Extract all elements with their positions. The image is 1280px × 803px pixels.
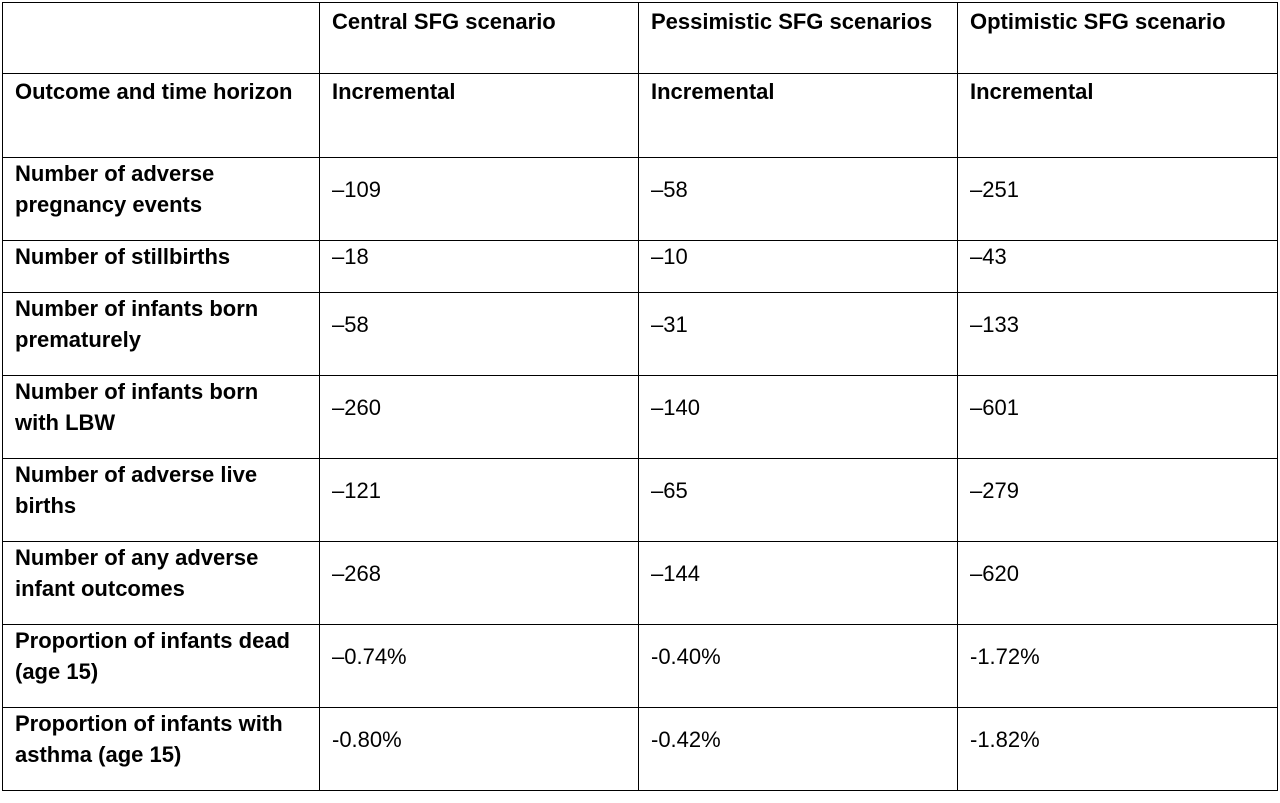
row-label: Proportion of infants dead (age 15) <box>2 624 320 708</box>
cell-pessimistic: -0.40% <box>638 624 958 708</box>
subheader-incremental-central: Incremental <box>319 73 639 158</box>
scenario-header-row: Central SFG scenario Pessimistic SFG sce… <box>2 2 1278 74</box>
cell-central: –0.74% <box>319 624 639 708</box>
subheader-incremental-pessimistic: Incremental <box>638 73 958 158</box>
cell-optimistic: –43 <box>957 240 1278 293</box>
cell-pessimistic: -0.42% <box>638 707 958 791</box>
table-row: Proportion of infants with asthma (age 1… <box>2 707 1278 791</box>
cell-central: -0.80% <box>319 707 639 791</box>
table-row: Proportion of infants dead (age 15) –0.7… <box>2 624 1278 708</box>
cell-optimistic: –251 <box>957 157 1278 241</box>
cell-central: –260 <box>319 375 639 459</box>
cell-optimistic: -1.82% <box>957 707 1278 791</box>
cell-central: –268 <box>319 541 639 625</box>
cell-central: –58 <box>319 292 639 376</box>
cell-pessimistic: –144 <box>638 541 958 625</box>
subheader-row: Outcome and time horizon Incremental Inc… <box>2 73 1278 158</box>
row-label: Proportion of infants with asthma (age 1… <box>2 707 320 791</box>
scenario-header-optimistic: Optimistic SFG scenario <box>957 2 1278 74</box>
table-row: Number of infants born with LBW –260 –14… <box>2 375 1278 459</box>
cell-pessimistic: –140 <box>638 375 958 459</box>
cell-optimistic: –620 <box>957 541 1278 625</box>
cell-optimistic: –601 <box>957 375 1278 459</box>
row-label: Number of any adverse infant outcomes <box>2 541 320 625</box>
cell-pessimistic: –58 <box>638 157 958 241</box>
cell-optimistic: -1.72% <box>957 624 1278 708</box>
table-row: Number of adverse pregnancy events –109 … <box>2 157 1278 241</box>
table-row: Number of stillbirths –18 –10 –43 <box>2 240 1278 293</box>
row-label: Number of adverse live births <box>2 458 320 542</box>
cell-pessimistic: –10 <box>638 240 958 293</box>
row-label: Number of stillbirths <box>2 240 320 293</box>
row-label-header: Outcome and time horizon <box>2 73 320 158</box>
cell-optimistic: –133 <box>957 292 1278 376</box>
cell-optimistic: –279 <box>957 458 1278 542</box>
subheader-incremental-optimistic: Incremental <box>957 73 1278 158</box>
table-row: Number of infants born prematurely –58 –… <box>2 292 1278 376</box>
cell-pessimistic: –65 <box>638 458 958 542</box>
cell-pessimistic: –31 <box>638 292 958 376</box>
scenario-header-central: Central SFG scenario <box>319 2 639 74</box>
cell-central: –18 <box>319 240 639 293</box>
outcomes-table: Central SFG scenario Pessimistic SFG sce… <box>2 2 1278 791</box>
scenario-header-pessimistic: Pessimistic SFG scenarios <box>638 2 958 74</box>
row-label: Number of infants born with LBW <box>2 375 320 459</box>
row-label: Number of infants born prematurely <box>2 292 320 376</box>
table-row: Number of any adverse infant outcomes –2… <box>2 541 1278 625</box>
table-row: Number of adverse live births –121 –65 –… <box>2 458 1278 542</box>
empty-corner-cell <box>2 2 320 74</box>
cell-central: –121 <box>319 458 639 542</box>
row-label: Number of adverse pregnancy events <box>2 157 320 241</box>
cell-central: –109 <box>319 157 639 241</box>
